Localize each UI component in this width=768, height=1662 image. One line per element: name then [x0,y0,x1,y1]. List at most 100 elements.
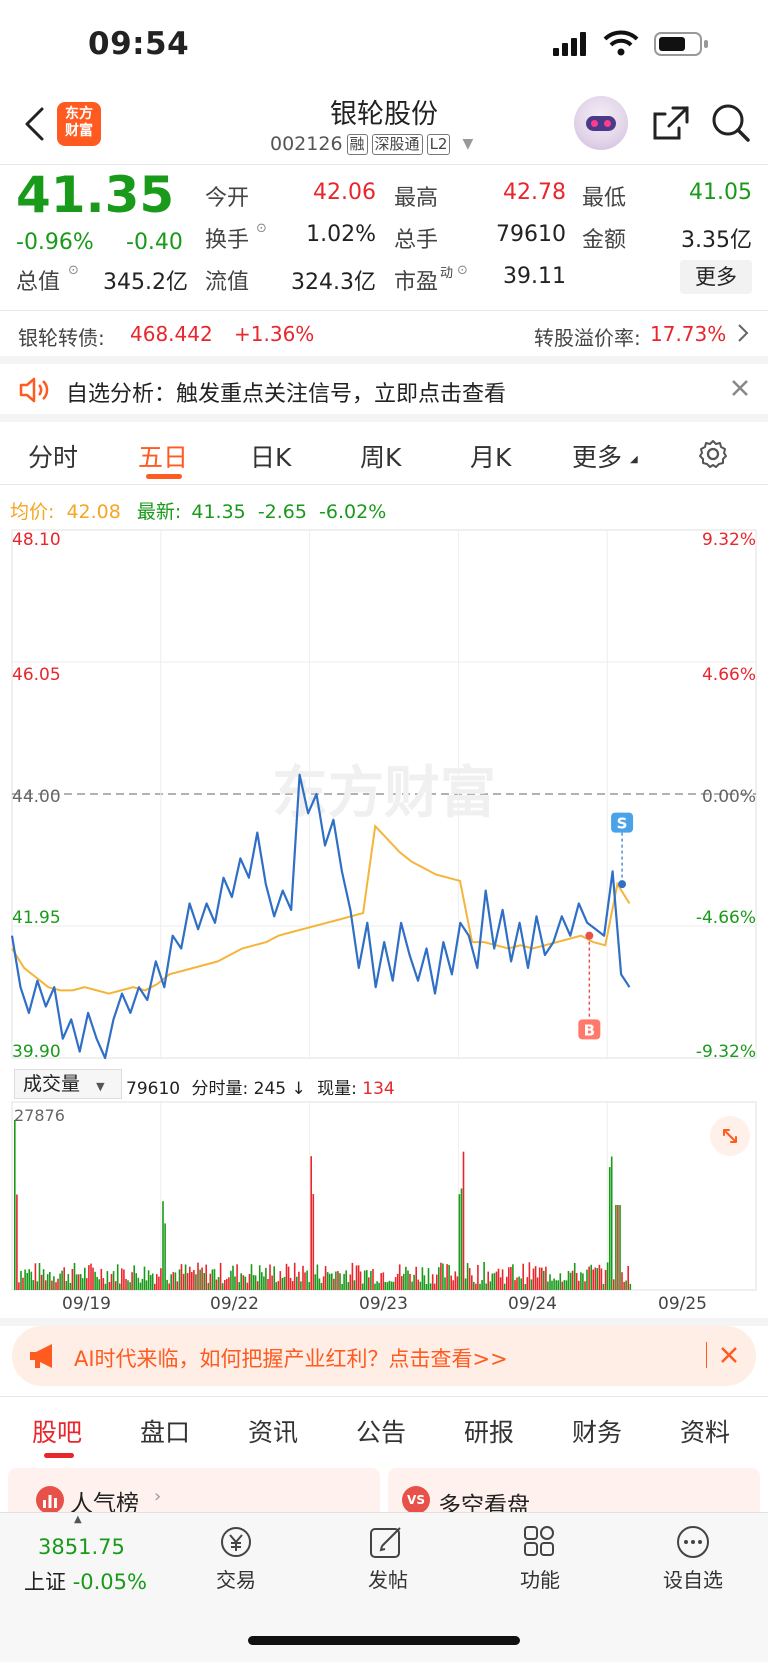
nav-functions-label[interactable]: 功能 [520,1568,560,1592]
volume-bar [316,1264,319,1290]
grid-icon[interactable] [522,1524,558,1564]
tab-forum[interactable]: 股吧 [32,1418,83,1447]
volume-bar [440,1262,442,1290]
volume-bar [67,1274,70,1290]
volume-bar [211,1269,214,1290]
info-dots-icon[interactable]: ⊙ [68,263,79,278]
compose-icon[interactable] [368,1524,406,1564]
tab-more[interactable]: 更多 [572,443,623,472]
buy-marker-label: B [584,1021,595,1039]
margin-tag: 融 [346,133,368,155]
mktcap-value: 345.2亿 [103,270,188,295]
volume-bar [567,1271,570,1290]
info-dots-icon[interactable]: ⊙ [256,221,267,236]
index-summary[interactable]: 上证 -0.05% [24,1566,147,1596]
volume-bar [407,1270,409,1290]
volume-bar [617,1205,619,1290]
volume-bar [495,1271,498,1290]
nav-add-watchlist-label[interactable]: 设自选 [663,1568,723,1592]
more-dots-icon[interactable] [674,1524,712,1564]
ad-banner[interactable] [12,1326,756,1386]
expand-icon[interactable] [710,1116,750,1156]
volume-bar [110,1274,113,1290]
search-icon[interactable] [710,102,752,148]
volume-bar [405,1266,407,1290]
volume-bar [57,1278,59,1290]
notice-text[interactable]: 自选分析：触发重点关注信号，立即点击查看 [66,382,507,407]
tab-daily-k[interactable]: 日K [250,443,292,472]
index-value[interactable]: 3851.75 [38,1535,125,1559]
close-icon[interactable] [720,1346,738,1368]
y-tick-right: 4.66% [701,665,756,685]
volume-bar [349,1274,352,1290]
volume-bar [506,1276,508,1290]
tab-news[interactable]: 资讯 [248,1418,299,1447]
ad-banner-text[interactable]: AI时代来临，如何把握产业红利？点击查看>> [74,1347,508,1371]
volume-bar [448,1264,450,1290]
volume-info-line: 79610 分时量: 245 ↓ 现量: 134 [126,1074,395,1099]
nav-trade-label[interactable]: 交易 [216,1568,256,1592]
five-day-chart[interactable]: 东方财富 B S [0,520,768,1296]
popularity-card[interactable] [8,1468,380,1518]
volume-bar [104,1283,107,1290]
volume-bar [215,1279,218,1290]
volume-bar [417,1279,419,1290]
volume-bar [361,1283,364,1290]
volume-bar [22,1277,24,1290]
tab-five-day[interactable]: 五日 [138,443,189,472]
volume-bar [545,1266,547,1290]
pe-dynamic-tag: 动 [440,266,454,281]
volume-indicator-select[interactable]: 成交量 ▼ [14,1069,122,1099]
volume-bar [380,1273,382,1290]
volume-bar [436,1274,438,1290]
tab-announcements[interactable]: 公告 [356,1418,407,1447]
chevron-right-icon[interactable] [736,322,750,348]
float-value: 324.3亿 [291,270,376,295]
assistant-avatar[interactable] [574,96,628,150]
info-dots-icon[interactable]: ⊙ [457,263,468,278]
volume-bar [565,1280,568,1290]
volume-bar [326,1272,329,1290]
y-tick-right: -9.32% [695,1042,756,1062]
volume-value: 79610 [496,222,566,247]
stock-subtitle[interactable]: 002126 融 深股通 L2 ▼ [270,133,473,155]
open-value: 42.06 [313,180,376,205]
tab-weekly-k[interactable]: 周K [360,443,402,472]
volume-bar [172,1272,175,1290]
volume-bar [363,1270,366,1290]
x-tick-date: 09/19 [62,1294,111,1314]
volume-bar [178,1269,181,1290]
settings-gear-icon[interactable] [697,438,729,474]
bond-label[interactable]: 银轮转债: [18,326,105,350]
active-tab-indicator [146,474,182,479]
tab-financials[interactable]: 财务 [572,1418,623,1447]
bull-bear-card[interactable] [388,1468,760,1518]
volume-bar [226,1278,228,1290]
volume-bar [497,1268,500,1290]
volume-bar [559,1273,562,1290]
volume-bar [236,1264,238,1290]
volume-bar [252,1275,255,1290]
volume-bar [487,1271,489,1290]
volume-bar [421,1267,424,1290]
close-icon[interactable] [730,378,750,402]
volume-bar [143,1266,146,1290]
back-icon[interactable] [22,106,48,146]
tab-research[interactable]: 研报 [464,1418,515,1447]
tab-order-book[interactable]: 盘口 [140,1418,191,1447]
tab-profile[interactable]: 资料 [680,1418,731,1447]
nav-post-label[interactable]: 发帖 [368,1568,408,1592]
share-icon[interactable] [651,104,691,146]
volume-bar [65,1281,68,1290]
volume-bar [151,1273,154,1290]
tab-monthly-k[interactable]: 月K [470,443,512,472]
more-button[interactable]: 更多 [680,260,752,294]
yen-exchange-icon[interactable] [216,1524,256,1564]
tab-intraday[interactable]: 分时 [28,443,79,472]
volume-bar [258,1265,261,1290]
current-price: 41.35 [16,166,175,224]
y-tick-right: -4.66% [695,908,756,928]
volume-bar [42,1269,45,1290]
volume-bar [551,1280,553,1290]
volume-bar [378,1282,380,1290]
